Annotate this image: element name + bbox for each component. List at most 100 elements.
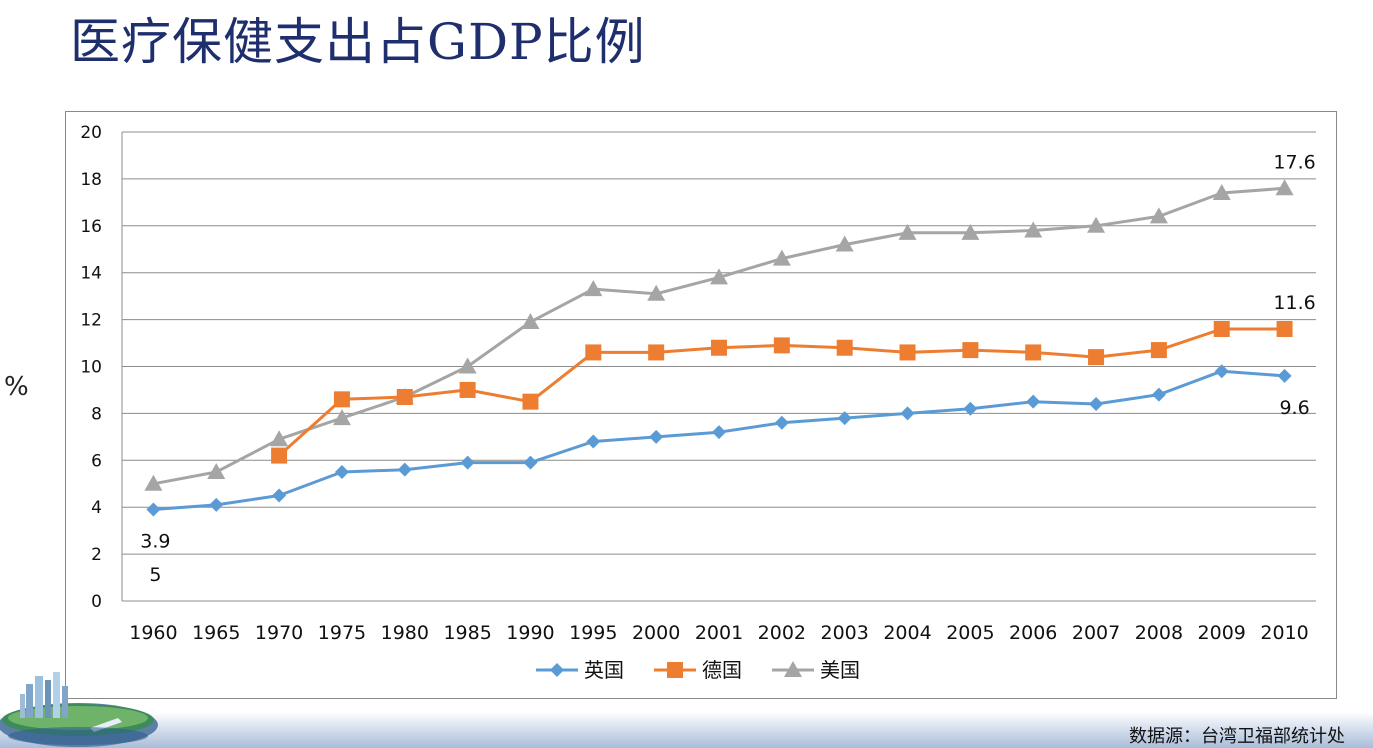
- data-point-square: [522, 393, 539, 410]
- data-point-triangle: [458, 357, 477, 374]
- data-point-diamond: [1089, 397, 1104, 412]
- x-tick-label: 2010: [1260, 622, 1308, 644]
- source-note: 数据源：台湾卫福部统计处: [1129, 726, 1345, 747]
- y-tick-label: 16: [80, 217, 102, 237]
- data-point-diamond: [649, 429, 664, 444]
- city-globe-logo: [0, 672, 158, 747]
- legend-label: 英国: [584, 658, 624, 682]
- data-point-triangle: [270, 430, 289, 447]
- y-tick-label: 10: [80, 358, 102, 378]
- data-point-triangle: [144, 474, 163, 491]
- x-tick-label: 2009: [1198, 622, 1246, 644]
- data-point-triangle: [772, 249, 791, 266]
- data-point-triangle: [1149, 207, 1168, 224]
- legend-marker-square: [667, 662, 683, 678]
- data-point-diamond: [963, 401, 978, 416]
- legend-label: 德国: [702, 658, 742, 682]
- series-line-triangle: [153, 186, 1285, 486]
- data-point-square: [585, 344, 602, 361]
- data-label: 3.9: [140, 531, 170, 553]
- data-label: 11.6: [1273, 292, 1315, 314]
- y-tick-label: 8: [91, 404, 102, 424]
- data-point-triangle: [898, 223, 917, 240]
- data-point-square: [459, 381, 476, 398]
- x-tick-label: 2008: [1135, 622, 1183, 644]
- data-point-triangle: [835, 235, 854, 252]
- data-point-triangle: [1212, 183, 1231, 200]
- data-point-triangle: [332, 409, 351, 426]
- y-tick-label: 14: [80, 264, 102, 284]
- data-point-triangle: [647, 284, 666, 301]
- data-point-square: [899, 344, 916, 361]
- data-point-diamond: [1026, 394, 1041, 409]
- data-point-diamond: [774, 415, 789, 430]
- data-point-square: [1088, 349, 1105, 366]
- data-point-diamond: [1151, 387, 1166, 402]
- data-point-square: [1025, 344, 1042, 361]
- x-tick-label: 2007: [1072, 622, 1120, 644]
- data-point-diamond: [1214, 364, 1229, 379]
- data-point-triangle: [521, 312, 540, 329]
- x-tick-label: 1965: [192, 622, 240, 644]
- x-tick-label: 2006: [1009, 622, 1057, 644]
- legend-marker-diamond: [550, 663, 564, 677]
- page-title: 医疗保健支出占GDP比例: [70, 13, 646, 71]
- chart-frame: 0 2 4 6 8 10 12 14 16 18 20 1960 1965 1970 1975 1980 198…: [65, 111, 1337, 699]
- x-tick-label: 1980: [381, 622, 429, 644]
- x-tick-label: 2001: [695, 622, 743, 644]
- x-tick-label: 1985: [443, 622, 491, 644]
- data-point-triangle: [584, 280, 603, 297]
- data-label: 9.6: [1279, 397, 1309, 419]
- y-tick-label: 12: [80, 311, 102, 331]
- data-label: 17.6: [1273, 151, 1315, 173]
- data-point-triangle: [207, 463, 226, 480]
- data-point-triangle: [710, 268, 728, 285]
- y-tick-label: 20: [80, 123, 102, 143]
- data-point-diamond: [586, 434, 601, 449]
- data-point-diamond: [900, 406, 915, 421]
- data-point-diamond: [397, 462, 412, 477]
- y-tick-label: 2: [91, 545, 102, 565]
- data-point-square: [1213, 320, 1230, 337]
- data-point-diamond: [712, 425, 726, 440]
- data-point-diamond: [334, 465, 349, 480]
- x-tick-label: 2000: [632, 622, 680, 644]
- x-tick-label: 2002: [758, 622, 806, 644]
- legend-label: 美国: [820, 658, 860, 682]
- data-point-square: [836, 339, 853, 356]
- data-point-square: [333, 391, 350, 408]
- line-chart: 0 2 4 6 8 10 12 14 16 18 20 1960 1965 1970 1975 1980 198…: [80, 123, 1316, 682]
- x-tick-label: 1995: [569, 622, 617, 644]
- data-point-triangle: [961, 223, 980, 240]
- x-tick-label: 1975: [318, 622, 366, 644]
- y-tick-label: 0: [91, 592, 102, 612]
- data-point-square: [648, 344, 665, 361]
- data-point-square: [773, 337, 790, 354]
- data-point-square: [711, 339, 727, 356]
- data-label: 5: [149, 564, 161, 586]
- data-point-square: [396, 388, 413, 405]
- x-tick-label: 1960: [129, 622, 177, 644]
- data-point-diamond: [209, 497, 224, 512]
- data-point-diamond: [837, 411, 852, 426]
- legend-marker-triangle: [784, 661, 802, 677]
- y-tick-label: 6: [91, 451, 102, 471]
- x-tick-label: 2004: [883, 622, 931, 644]
- x-tick-label: 2005: [946, 622, 994, 644]
- series-line-diamond: [153, 369, 1285, 511]
- y-tick-label: 4: [91, 498, 102, 518]
- y-axis-unit-label: %: [4, 372, 29, 402]
- x-tick-label: 1970: [255, 622, 303, 644]
- data-point-square: [1150, 342, 1167, 359]
- data-point-diamond: [460, 455, 475, 470]
- data-point-diamond: [272, 488, 287, 503]
- data-point-square: [1276, 320, 1293, 337]
- data-point-diamond: [523, 455, 538, 470]
- data-point-triangle: [1275, 179, 1294, 196]
- data-point-diamond: [1277, 368, 1292, 383]
- data-point-diamond: [146, 502, 161, 517]
- footer-band: [0, 712, 1373, 748]
- data-point-triangle: [1087, 216, 1106, 233]
- y-tick-label: 18: [80, 170, 102, 190]
- x-tick-label: 2003: [821, 622, 869, 644]
